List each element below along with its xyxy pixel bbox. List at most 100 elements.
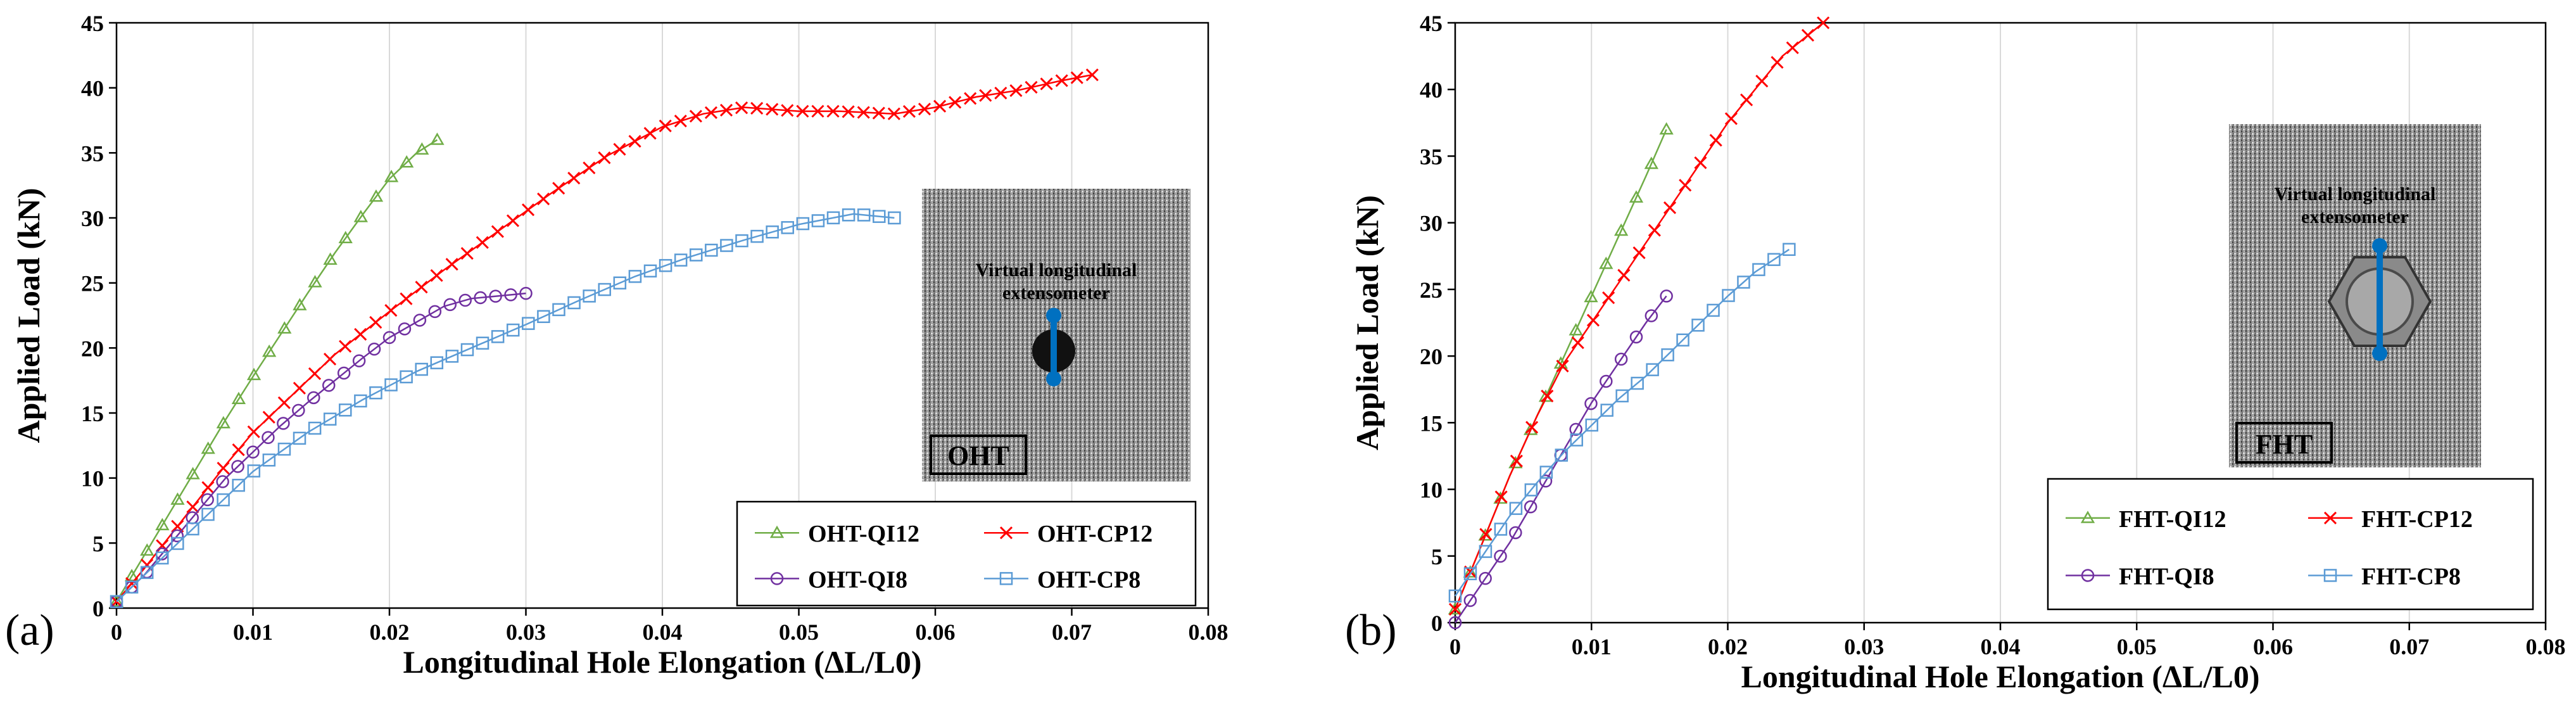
data-point: [674, 253, 688, 267]
data-point: [460, 343, 474, 357]
data-point: [933, 99, 947, 113]
series-line: [115, 139, 438, 602]
data-point: [1801, 29, 1815, 42]
data-point: [567, 296, 581, 310]
data-point: [888, 211, 901, 225]
legend-marker: [2323, 569, 2337, 582]
y-tick-label: 20: [1420, 344, 1443, 369]
data-point: [1494, 549, 1507, 563]
data-point: [1070, 71, 1083, 84]
data-point: [247, 464, 261, 478]
data-point: [246, 445, 260, 459]
data-point: [1586, 314, 1600, 327]
data-point: [1691, 319, 1705, 332]
data-point: [659, 258, 672, 272]
data-point: [796, 105, 809, 118]
data-point: [170, 529, 184, 543]
data-point: [308, 275, 322, 288]
x-tick-label: 0.04: [1981, 634, 2021, 659]
data-point: [598, 283, 611, 296]
data-point: [369, 189, 384, 202]
data-point: [842, 208, 856, 222]
data-point: [1724, 112, 1738, 125]
data-point: [1629, 330, 1643, 344]
data-point: [1740, 93, 1753, 106]
data-point: [293, 298, 307, 310]
data-point: [216, 416, 230, 429]
data-point: [796, 217, 810, 231]
data-point: [1524, 483, 1538, 497]
data-point: [186, 500, 199, 514]
data-point: [307, 391, 320, 405]
data-point: [659, 119, 672, 132]
data-point: [1463, 594, 1477, 607]
data-point: [1479, 528, 1493, 541]
data-point: [552, 303, 565, 317]
series-OHT-QI12: [109, 132, 445, 607]
data-point: [519, 286, 533, 300]
data-point: [1555, 448, 1569, 462]
data-point: [994, 86, 1007, 99]
data-point: [1645, 309, 1658, 322]
y-tick-label: 45: [1420, 11, 1443, 36]
data-point: [125, 580, 139, 594]
data-point: [750, 101, 764, 115]
legend-box: [736, 500, 1197, 607]
data-point: [598, 151, 611, 165]
data-point: [443, 298, 457, 312]
data-point: [613, 143, 626, 156]
data-point: [537, 310, 550, 324]
data-point: [430, 132, 445, 145]
data-point: [1584, 397, 1598, 410]
data-point: [643, 127, 657, 140]
data-point: [430, 269, 443, 283]
data-point: [1600, 403, 1613, 417]
data-point: [781, 104, 794, 117]
data-point: [1783, 243, 1796, 257]
data-point: [1737, 276, 1750, 289]
data-point: [125, 576, 139, 590]
data-point: [1617, 269, 1631, 282]
data-point: [384, 303, 398, 317]
data-point: [384, 378, 398, 391]
extensometer-end-top: [1046, 308, 1061, 323]
x-tick-label: 0.05: [2117, 634, 2157, 659]
data-point: [674, 115, 687, 128]
data-point: [246, 367, 262, 381]
data-point: [186, 467, 200, 479]
data-point: [277, 396, 291, 409]
data-point: [887, 107, 900, 120]
data-point: [1509, 502, 1523, 515]
data-point: [811, 214, 825, 227]
data-point: [857, 208, 871, 222]
data-point: [201, 481, 215, 494]
legend-entry: FHT-QI12: [2119, 506, 2226, 533]
y-tick-label: 15: [1420, 410, 1443, 436]
data-point: [842, 105, 855, 118]
data-point: [231, 460, 244, 473]
data-point: [1614, 352, 1628, 366]
data-point: [262, 431, 275, 445]
x-tick-label: 0.07: [2389, 634, 2429, 659]
data-point: [367, 342, 381, 356]
x-tick-label: 0: [1449, 634, 1461, 659]
series-OHT-CP8: [110, 208, 901, 608]
inset-caption-line: Virtual longitudinal: [2275, 184, 2436, 205]
data-point: [872, 106, 885, 120]
data-point: [1722, 289, 1735, 302]
data-point: [216, 475, 229, 488]
data-point: [1679, 179, 1692, 192]
data-point: [766, 103, 779, 116]
data-point: [1602, 291, 1615, 305]
data-point: [369, 315, 382, 329]
y-tick-label: 10: [1420, 478, 1443, 503]
data-point: [337, 366, 351, 380]
inset-caption-line: Virtual longitudinal: [976, 260, 1137, 281]
data-point: [826, 105, 840, 118]
data-point: [323, 352, 337, 366]
data-point: [124, 569, 139, 581]
data-point: [171, 537, 184, 550]
data-point: [1600, 374, 1613, 388]
data-point: [1570, 433, 1584, 447]
y-tick-label: 0: [92, 596, 104, 621]
